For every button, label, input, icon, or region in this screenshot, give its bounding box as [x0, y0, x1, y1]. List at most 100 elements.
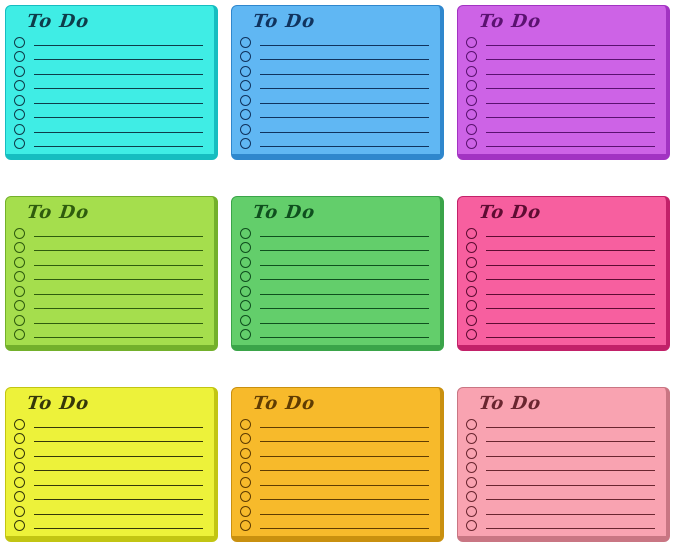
todo-line-row	[14, 490, 205, 505]
checkbox-circle-icon	[14, 418, 25, 430]
todo-blank-line	[260, 131, 429, 133]
checkbox-circle-icon	[466, 476, 477, 488]
todo-blank-line	[260, 264, 429, 266]
todo-line-row	[14, 270, 205, 285]
todo-line-row	[240, 299, 431, 314]
checkbox-circle-icon	[14, 271, 25, 283]
todo-line-row	[240, 446, 431, 461]
checkbox-circle-icon	[14, 314, 25, 326]
todo-note-cyan: To Do	[5, 5, 218, 160]
todo-line-row	[14, 64, 205, 79]
todo-blank-line	[34, 131, 203, 133]
checkbox-circle-icon	[240, 329, 251, 341]
todo-blank-line	[260, 117, 429, 119]
todo-blank-line	[260, 88, 429, 90]
todo-blank-line	[486, 59, 655, 61]
todo-blank-line	[34, 337, 203, 339]
todo-line-row	[14, 241, 205, 256]
todo-blank-line	[486, 337, 655, 339]
todo-line-row	[14, 108, 205, 123]
todo-blank-line	[486, 528, 655, 530]
todo-line-row	[466, 519, 657, 534]
todo-blank-line	[260, 337, 429, 339]
todo-line-row	[14, 137, 205, 152]
todo-note-hot-pink: To Do	[457, 196, 670, 351]
todo-line-row	[14, 417, 205, 432]
todo-line-row	[466, 50, 657, 65]
todo-blank-line	[486, 88, 655, 90]
todo-line-row	[240, 432, 431, 447]
todo-line-row	[240, 328, 431, 343]
todo-blank-line	[260, 455, 429, 457]
todo-blank-line	[486, 322, 655, 324]
checkbox-circle-icon	[14, 36, 25, 48]
checkbox-circle-icon	[240, 520, 251, 532]
todo-note-yellow: To Do	[5, 387, 218, 542]
checkbox-circle-icon	[466, 433, 477, 445]
checkbox-circle-icon	[240, 80, 251, 92]
checkbox-circle-icon	[466, 329, 477, 341]
checkbox-circle-icon	[14, 300, 25, 312]
todo-blank-line	[260, 102, 429, 104]
todo-blank-line	[34, 322, 203, 324]
todo-blank-line	[34, 308, 203, 310]
todo-blank-line	[486, 441, 655, 443]
todo-blank-line	[260, 279, 429, 281]
todo-blank-line	[260, 146, 429, 148]
todo-line-row	[240, 241, 431, 256]
todo-line-row	[466, 241, 657, 256]
todo-blank-line	[486, 102, 655, 104]
todo-blank-line	[260, 470, 429, 472]
todo-blank-line	[260, 73, 429, 75]
todo-blank-line	[34, 455, 203, 457]
checkbox-circle-icon	[466, 462, 477, 474]
checkbox-circle-icon	[14, 329, 25, 341]
todo-line-row	[466, 93, 657, 108]
todo-blank-line	[34, 264, 203, 266]
todo-line-row	[14, 328, 205, 343]
todo-line-row	[240, 226, 431, 241]
todo-line-row	[240, 270, 431, 285]
note-lines	[14, 35, 205, 151]
todo-blank-line	[260, 235, 429, 237]
checkbox-circle-icon	[240, 256, 251, 268]
todo-note-purple: To Do	[457, 5, 670, 160]
todo-line-row	[240, 35, 431, 50]
checkbox-circle-icon	[240, 447, 251, 459]
todo-line-row	[466, 490, 657, 505]
checkbox-circle-icon	[466, 520, 477, 532]
note-title: To Do	[477, 393, 543, 414]
checkbox-circle-icon	[240, 242, 251, 254]
todo-line-row	[14, 461, 205, 476]
checkbox-circle-icon	[466, 447, 477, 459]
checkbox-circle-icon	[14, 109, 25, 121]
checkbox-circle-icon	[14, 242, 25, 254]
todo-line-row	[240, 50, 431, 65]
todo-blank-line	[34, 470, 203, 472]
note-title: To Do	[25, 393, 91, 414]
todo-line-row	[240, 313, 431, 328]
note-title: To Do	[251, 393, 317, 414]
checkbox-circle-icon	[466, 418, 477, 430]
todo-blank-line	[34, 59, 203, 61]
todo-line-row	[466, 461, 657, 476]
todo-blank-line	[486, 279, 655, 281]
todo-blank-line	[34, 484, 203, 486]
checkbox-circle-icon	[466, 314, 477, 326]
checkbox-circle-icon	[240, 51, 251, 63]
checkbox-circle-icon	[14, 505, 25, 517]
todo-blank-line	[34, 102, 203, 104]
todo-blank-line	[486, 146, 655, 148]
note-title: To Do	[477, 202, 543, 223]
todo-blank-line	[486, 250, 655, 252]
todo-blank-line	[486, 117, 655, 119]
todo-blank-line	[34, 250, 203, 252]
todo-line-row	[240, 93, 431, 108]
todo-line-row	[466, 226, 657, 241]
checkbox-circle-icon	[14, 447, 25, 459]
checkbox-circle-icon	[466, 109, 477, 121]
todo-line-row	[466, 270, 657, 285]
todo-blank-line	[260, 513, 429, 515]
todo-line-row	[466, 299, 657, 314]
